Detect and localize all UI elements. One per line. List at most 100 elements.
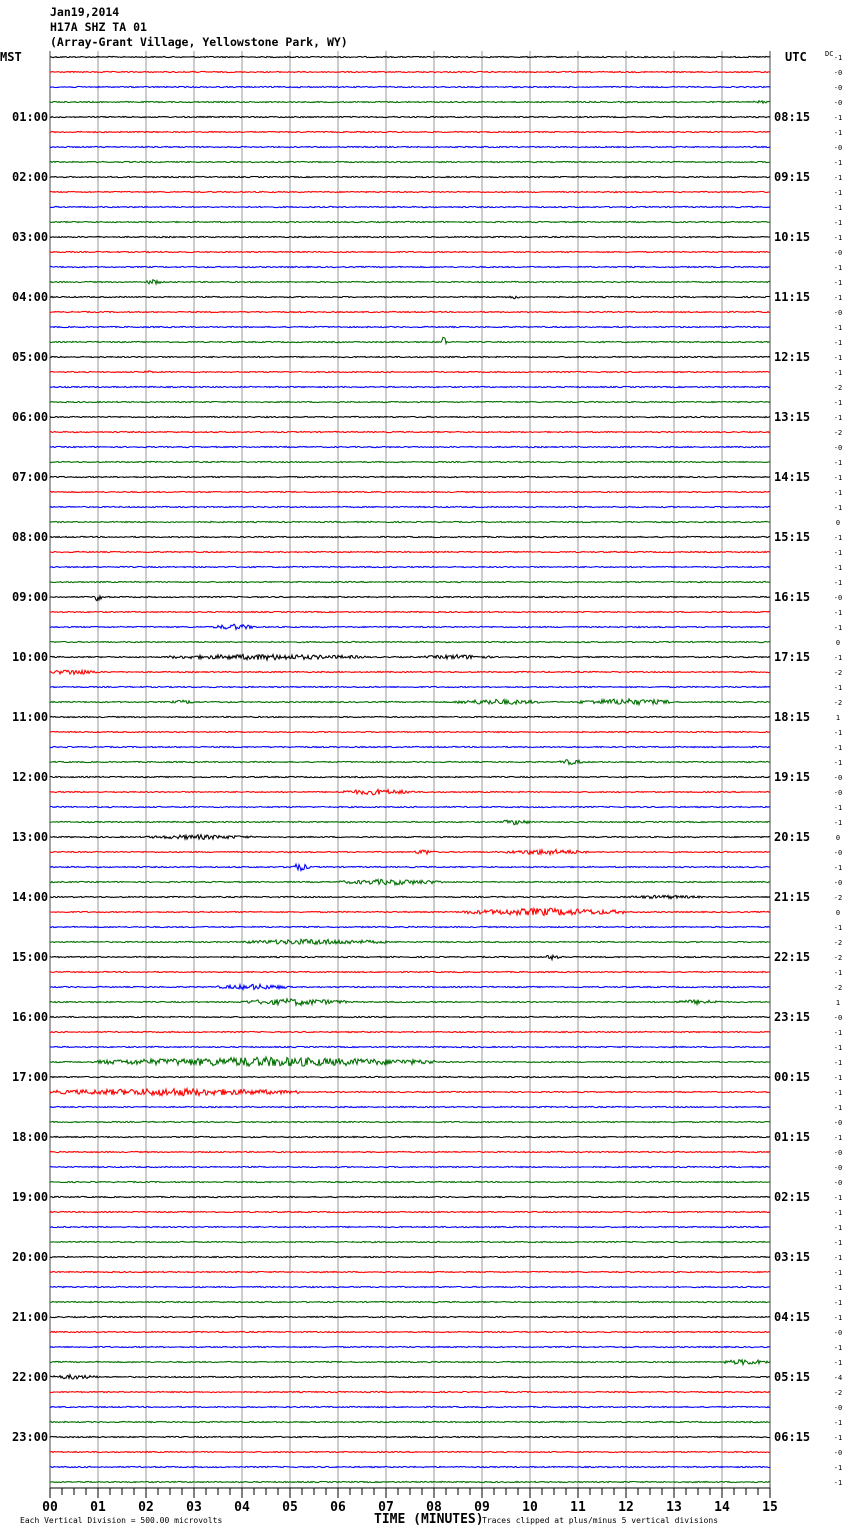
dc-offset-label: -1 <box>834 1134 842 1142</box>
trace-row-20 <box>49 355 771 359</box>
dc-offset-label: -1 <box>834 1464 842 1472</box>
trace-row-73 <box>49 1150 771 1154</box>
trace-row-81 <box>49 1270 770 1274</box>
trace-row-69 <box>49 1086 771 1098</box>
mst-hour-label: 14:00 <box>12 890 48 904</box>
dc-offset-label: -0 <box>834 444 842 452</box>
dc-offset-label: -1 <box>834 339 842 347</box>
dc-offset-label: -0 <box>834 69 842 77</box>
dc-title: DC <box>825 50 833 58</box>
dc-offset-label: -1 <box>834 354 842 362</box>
trace-row-36 <box>49 594 771 602</box>
trace-row-3 <box>49 99 771 105</box>
trace-row-24 <box>49 415 771 419</box>
dc-offset-label: -1 <box>834 1104 842 1112</box>
x-tick-label: 11 <box>570 1500 586 1515</box>
dc-offset-label: -1 <box>834 1224 842 1232</box>
mst-hour-label: 09:00 <box>12 590 48 604</box>
trace-row-35 <box>49 580 771 584</box>
trace-row-77 <box>49 1210 771 1214</box>
trace-row-87 <box>49 1358 771 1367</box>
trace-row-39 <box>50 640 771 644</box>
x-tick-label: 15 <box>762 1500 778 1515</box>
trace-row-89 <box>49 1390 771 1394</box>
x-tick-label: 02 <box>138 1500 154 1515</box>
trace-row-63 <box>49 997 771 1008</box>
dc-offset-label: -1 <box>834 504 842 512</box>
utc-hour-label: 04:15 <box>774 1310 810 1324</box>
dc-offset-label: 0 <box>836 834 840 842</box>
dc-offset-label: -1 <box>834 549 842 557</box>
trace-row-29 <box>49 490 771 494</box>
utc-hour-label: 19:15 <box>774 770 810 784</box>
trace-row-51 <box>49 819 771 826</box>
trace-row-34 <box>49 565 771 569</box>
trace-row-82 <box>49 1285 771 1289</box>
utc-hour-label: 08:15 <box>774 110 810 124</box>
trace-row-48 <box>49 775 771 779</box>
trace-row-32 <box>49 535 770 539</box>
dc-offset-label: -1 <box>834 1299 842 1307</box>
x-tick-label: 14 <box>714 1500 730 1515</box>
dc-offset-label: -1 <box>834 189 842 197</box>
trace-row-19 <box>49 336 771 346</box>
dc-offset-label: -1 <box>834 174 842 182</box>
scale-note: Each Vertical Division = 500.00 microvol… <box>20 1516 222 1525</box>
trace-row-31 <box>49 520 771 524</box>
utc-hour-label: 11:15 <box>774 290 810 304</box>
trace-row-10 <box>49 205 771 209</box>
dc-offset-label: -1 <box>834 579 842 587</box>
dc-offset-label: -1 <box>834 264 842 272</box>
mst-hour-label: 21:00 <box>12 1310 48 1324</box>
trace-row-90 <box>49 1405 771 1409</box>
trace-row-52 <box>49 833 771 841</box>
utc-hour-label: 05:15 <box>774 1370 810 1384</box>
trace-row-79 <box>49 1240 770 1244</box>
trace-row-44 <box>49 715 771 719</box>
dc-offset-label: -1 <box>834 1209 842 1217</box>
trace-row-65 <box>49 1030 771 1034</box>
date-label: Jan19,2014 <box>50 5 119 19</box>
dc-offset-label: -0 <box>834 84 842 92</box>
utc-hour-label: 16:15 <box>774 590 810 604</box>
dc-offset-label: -1 <box>834 1419 842 1427</box>
x-tick-label: 06 <box>330 1500 346 1515</box>
trace-row-8 <box>49 175 771 179</box>
trace-row-80 <box>49 1255 771 1259</box>
mst-hour-label: 15:00 <box>12 950 48 964</box>
mst-hour-label: 02:00 <box>12 170 48 184</box>
dc-offset-label: -1 <box>834 54 842 62</box>
trace-row-54 <box>49 862 771 873</box>
utc-hour-label: 22:15 <box>774 950 810 964</box>
dc-offset-label: -0 <box>834 309 842 317</box>
trace-row-16 <box>49 295 771 300</box>
dc-offset-label: -1 <box>834 1194 842 1202</box>
x-axis-label: TIME (MINUTES) <box>374 1512 484 1527</box>
trace-row-22 <box>49 385 771 389</box>
trace-row-88 <box>50 1373 771 1380</box>
trace-row-1 <box>49 70 771 74</box>
trace-row-49 <box>49 787 771 796</box>
trace-row-74 <box>49 1165 771 1169</box>
utc-hour-label: 09:15 <box>774 170 810 184</box>
trace-row-11 <box>49 220 771 224</box>
left-axis-title: MST <box>0 50 22 64</box>
dc-offset-label: -0 <box>834 1404 842 1412</box>
mst-hour-label: 16:00 <box>12 1010 48 1024</box>
trace-row-30 <box>49 505 771 509</box>
mst-hour-label: 05:00 <box>12 350 48 364</box>
dc-offset-label: -0 <box>834 144 842 152</box>
x-tick-label: 13 <box>666 1500 682 1515</box>
dc-offset-label: -0 <box>834 1164 842 1172</box>
trace-row-91 <box>49 1420 771 1424</box>
trace-row-26 <box>49 445 771 449</box>
utc-hour-label: 21:15 <box>774 890 810 904</box>
trace-row-40 <box>50 653 771 662</box>
x-tick-label: 04 <box>234 1500 250 1515</box>
dc-offset-label: -1 <box>834 489 842 497</box>
trace-row-53 <box>49 847 770 857</box>
dc-offset-label: -1 <box>834 624 842 632</box>
utc-hour-label: 23:15 <box>774 1010 810 1024</box>
dc-offset-label: -1 <box>834 114 842 122</box>
trace-row-13 <box>49 250 771 254</box>
